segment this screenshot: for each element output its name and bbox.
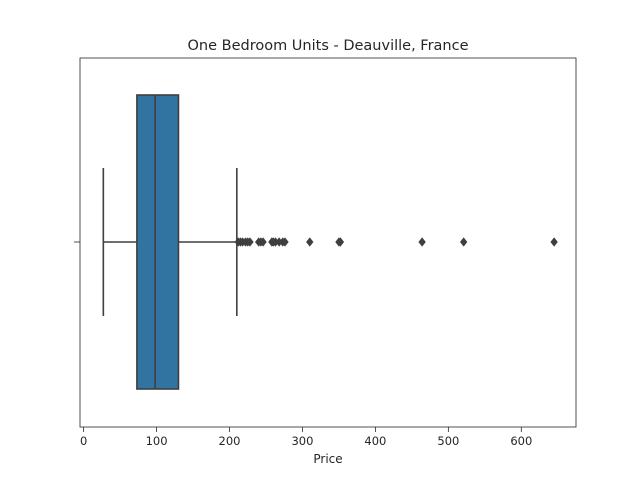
outlier-point <box>418 237 426 247</box>
x-axis: 0 100 200 300 400 500 600 <box>80 427 532 448</box>
x-tick-label: 600 <box>510 434 532 448</box>
x-tick-label: 400 <box>364 434 386 448</box>
x-tick-label: 500 <box>437 434 459 448</box>
plot-area-frame <box>79 57 577 428</box>
chart-title: One Bedroom Units - Deauville, France <box>187 38 468 54</box>
outlier-point <box>259 237 267 247</box>
x-tick-label: 300 <box>291 434 313 448</box>
outlier-point <box>459 237 468 247</box>
x-tick-label: 200 <box>219 434 241 448</box>
x-tick-label: 100 <box>146 434 168 448</box>
boxplot <box>102 94 238 390</box>
outliers <box>234 237 558 247</box>
outlier-point <box>336 237 345 247</box>
x-axis-label: Price <box>313 452 342 466</box>
outlier-point <box>246 237 254 247</box>
outlier-point <box>550 237 558 247</box>
outlier-point <box>281 237 289 247</box>
outlier-point <box>306 237 314 247</box>
iqr-box <box>136 94 180 390</box>
x-tick-label: 0 <box>80 434 87 448</box>
